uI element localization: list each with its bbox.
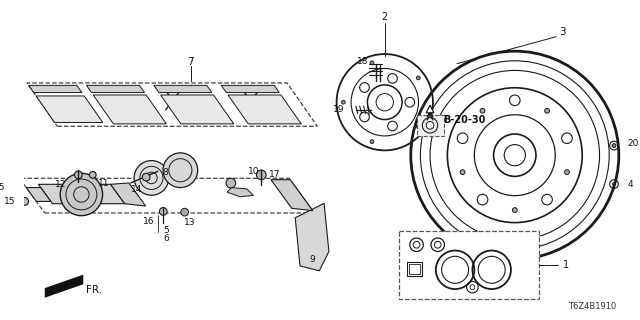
Polygon shape bbox=[29, 85, 82, 92]
Polygon shape bbox=[161, 95, 234, 124]
Circle shape bbox=[134, 161, 169, 195]
Circle shape bbox=[341, 100, 346, 104]
Text: T6Z4B1910: T6Z4B1910 bbox=[568, 302, 616, 311]
Polygon shape bbox=[26, 188, 51, 201]
Circle shape bbox=[417, 124, 420, 129]
Circle shape bbox=[370, 140, 374, 144]
Circle shape bbox=[163, 153, 198, 188]
Polygon shape bbox=[154, 85, 212, 92]
Text: 4: 4 bbox=[627, 180, 633, 188]
Circle shape bbox=[60, 173, 102, 216]
Text: 6: 6 bbox=[163, 234, 169, 243]
Circle shape bbox=[11, 184, 19, 191]
Circle shape bbox=[159, 208, 167, 215]
Circle shape bbox=[90, 172, 96, 178]
Text: 2: 2 bbox=[381, 12, 388, 22]
Bar bbox=[399, 231, 539, 299]
Text: 5: 5 bbox=[163, 226, 169, 235]
Text: 17: 17 bbox=[269, 170, 280, 180]
Polygon shape bbox=[271, 180, 313, 211]
Text: 14: 14 bbox=[131, 185, 142, 194]
Bar bbox=[417, 115, 444, 136]
Text: 13: 13 bbox=[184, 218, 195, 227]
Polygon shape bbox=[228, 95, 301, 124]
Circle shape bbox=[180, 208, 189, 216]
Polygon shape bbox=[221, 85, 279, 92]
Polygon shape bbox=[295, 203, 329, 271]
Circle shape bbox=[417, 76, 420, 80]
Circle shape bbox=[257, 170, 266, 180]
Text: 7: 7 bbox=[188, 57, 194, 67]
Text: 3: 3 bbox=[559, 27, 566, 37]
Text: 12: 12 bbox=[55, 180, 67, 189]
Polygon shape bbox=[38, 184, 125, 204]
Text: 10: 10 bbox=[248, 167, 260, 176]
Circle shape bbox=[545, 108, 550, 113]
Bar bbox=[409, 264, 420, 274]
Circle shape bbox=[564, 170, 570, 174]
Polygon shape bbox=[93, 95, 166, 124]
Text: FR.: FR. bbox=[86, 285, 102, 295]
Circle shape bbox=[513, 208, 517, 212]
Circle shape bbox=[21, 197, 29, 205]
Polygon shape bbox=[36, 96, 103, 123]
Circle shape bbox=[480, 108, 485, 113]
Bar bbox=[407, 262, 422, 276]
Text: 19: 19 bbox=[333, 105, 344, 115]
Text: 15: 15 bbox=[0, 183, 5, 192]
Polygon shape bbox=[86, 85, 145, 92]
Circle shape bbox=[74, 171, 82, 179]
Circle shape bbox=[370, 61, 374, 65]
Polygon shape bbox=[45, 275, 83, 298]
Polygon shape bbox=[426, 105, 434, 113]
Text: 15: 15 bbox=[4, 197, 15, 206]
Text: 16: 16 bbox=[143, 217, 154, 226]
Text: 20: 20 bbox=[627, 139, 639, 148]
Polygon shape bbox=[111, 183, 146, 206]
Polygon shape bbox=[227, 188, 253, 197]
Text: 18: 18 bbox=[357, 57, 369, 66]
Circle shape bbox=[226, 178, 236, 188]
Text: 8: 8 bbox=[163, 168, 168, 177]
Circle shape bbox=[460, 170, 465, 174]
Text: B-20-30: B-20-30 bbox=[444, 115, 486, 124]
Text: 1: 1 bbox=[563, 260, 569, 270]
Circle shape bbox=[612, 144, 616, 148]
Circle shape bbox=[142, 173, 150, 181]
Text: 9: 9 bbox=[310, 255, 316, 264]
Text: 11: 11 bbox=[97, 179, 109, 188]
